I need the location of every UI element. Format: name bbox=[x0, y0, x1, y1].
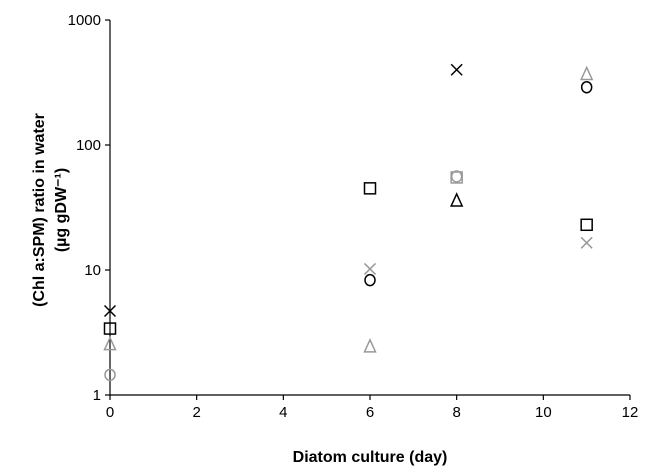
data-point-square bbox=[363, 182, 377, 195]
x-tick-label: 2 bbox=[192, 404, 200, 421]
y-tick-label: 1 bbox=[93, 387, 101, 404]
data-point-square bbox=[580, 218, 593, 232]
y-tick-label: 100 bbox=[76, 137, 101, 154]
data-markers bbox=[103, 63, 594, 382]
data-point-cross bbox=[450, 63, 463, 76]
x-tick-label: 8 bbox=[452, 404, 460, 421]
x-tick-label: 6 bbox=[366, 404, 374, 421]
data-point-square bbox=[103, 322, 117, 335]
data-point-triangle bbox=[449, 192, 464, 207]
y-tick-label: 1000 bbox=[68, 12, 101, 29]
y-axis-title-line-2: (µg gDW⁻¹) bbox=[53, 168, 70, 252]
x-axis-title: Diatom culture (day) bbox=[293, 449, 448, 466]
y-axis-title-line-1: (Chl a:SPM) ratio in water bbox=[31, 113, 48, 307]
x-tick-label: 4 bbox=[279, 404, 287, 421]
y-tick-label: 10 bbox=[84, 262, 101, 279]
data-point-circle bbox=[580, 80, 593, 94]
data-point-cross bbox=[363, 262, 377, 275]
data-point-cross bbox=[580, 236, 593, 249]
data-point-triangle bbox=[363, 338, 377, 353]
x-tick-label: 0 bbox=[106, 404, 114, 421]
x-tick-label: 10 bbox=[535, 404, 552, 421]
data-point-circle bbox=[104, 368, 116, 382]
x-tick-label: 12 bbox=[622, 404, 639, 421]
data-point-cross bbox=[103, 304, 117, 318]
data-point-triangle bbox=[103, 335, 117, 351]
data-point-circle bbox=[450, 170, 463, 183]
data-point-triangle bbox=[579, 65, 594, 81]
y-axis-title: (Chl a:SPM) ratio in water (µg gDW⁻¹) bbox=[31, 113, 70, 307]
ticks: 0 2 4 6 8 10 12 1 10 100 1000 bbox=[68, 12, 639, 421]
data-point-circle bbox=[364, 273, 376, 287]
